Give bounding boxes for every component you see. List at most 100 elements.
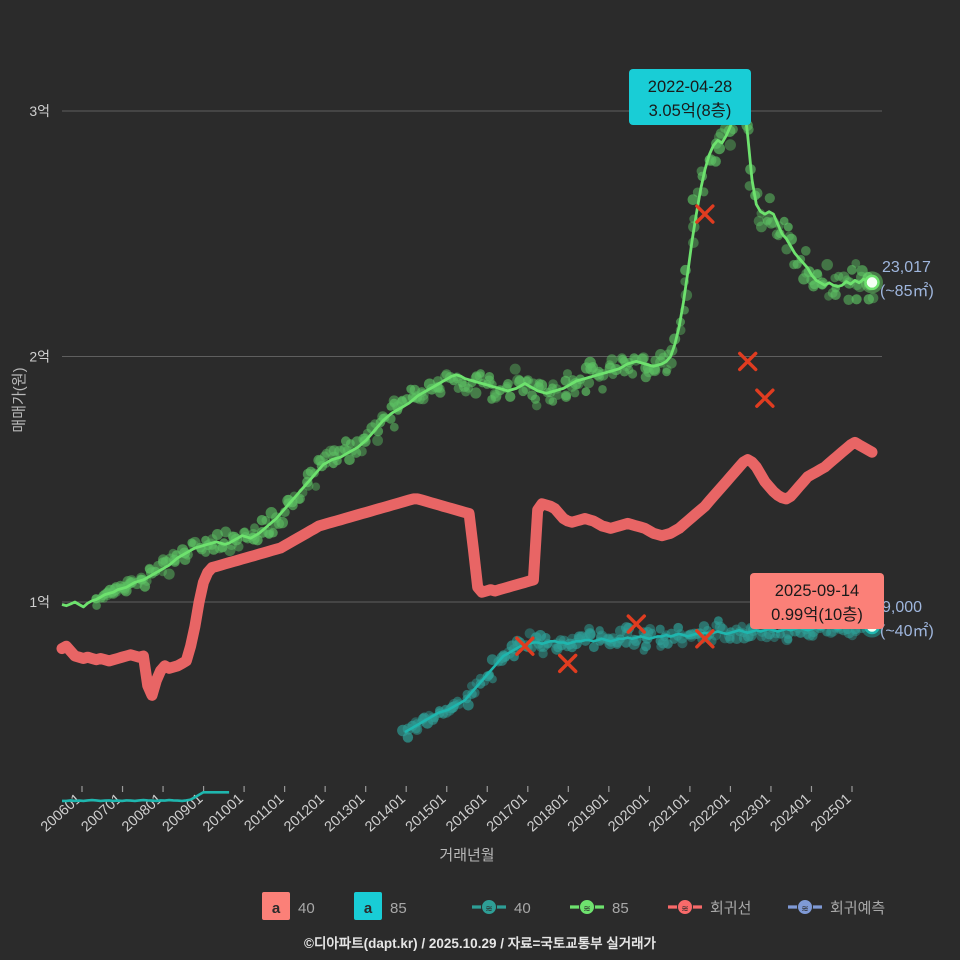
legend-swatch-40[interactable] xyxy=(262,892,290,920)
scatter-point xyxy=(476,369,485,378)
scatter-point xyxy=(783,635,793,644)
scatter-point xyxy=(662,367,671,377)
scatter-point xyxy=(628,369,638,379)
scatter-point xyxy=(710,156,721,167)
scatter-point xyxy=(854,280,866,293)
y-tick-label: 2억 xyxy=(29,349,50,365)
scatter-point xyxy=(764,193,775,204)
scatter-point xyxy=(250,523,259,533)
scatter-point xyxy=(638,352,649,364)
outlier-x-icon xyxy=(755,388,775,408)
outlier-x-icon xyxy=(738,351,758,372)
legend-label-회귀선: 회귀선 xyxy=(710,900,751,917)
scatter-point xyxy=(801,246,811,256)
scatter-point xyxy=(220,526,232,538)
scatter-point xyxy=(649,364,661,377)
scatter-point xyxy=(560,375,571,386)
footer-credit: ©디아파트(dapt.kr) / 2025.10.29 / 자료=국토교통부 실… xyxy=(304,936,656,951)
scatter-point xyxy=(808,281,819,292)
scatter-point xyxy=(435,384,445,394)
scatter-point xyxy=(470,387,482,399)
scatter-point xyxy=(139,581,151,592)
y-tick-label: 1억 xyxy=(29,594,50,610)
y-axis-title: 매매가(원) xyxy=(11,367,28,432)
scatter-point xyxy=(792,259,802,269)
series-line-40[interactable] xyxy=(62,625,872,803)
tooltip-85-value: 3.05억(8층) xyxy=(649,101,732,120)
scatter-point xyxy=(765,217,777,229)
scatter-point xyxy=(640,372,651,383)
legend-marker-glyph: ≋ xyxy=(583,904,591,914)
scatter-point xyxy=(509,363,521,375)
tooltip-85[interactable]: 2022-04-28 3.05억(8층) xyxy=(629,69,751,125)
scatter-point xyxy=(530,394,541,404)
scatter-point xyxy=(687,194,699,206)
outlier-x-icon xyxy=(695,204,715,224)
scatter-point xyxy=(834,271,844,281)
scatter-point xyxy=(756,221,767,233)
scatter-point xyxy=(589,642,599,653)
legend-marker-회귀예측[interactable] xyxy=(797,899,813,915)
end-40: 9,000 (~40㎡) xyxy=(880,599,934,640)
legend-label-85: 85 xyxy=(612,900,629,917)
scatter-point xyxy=(92,601,101,610)
end-40-unit: (~40㎡) xyxy=(880,622,934,640)
scatter-point xyxy=(847,630,858,641)
legend: a 40 a 85 ≋ 40 ≋ 85 ≋ 회귀선 ≋ 회귀예측 xyxy=(262,892,885,920)
scatter-point xyxy=(673,622,683,633)
legend-label-40: 40 xyxy=(298,900,315,917)
scatter-point xyxy=(233,541,244,552)
scatter-point xyxy=(488,675,497,684)
scatter-point xyxy=(163,568,175,580)
scatter-point xyxy=(641,641,651,652)
scatter-point xyxy=(224,544,236,556)
scatter-point xyxy=(825,627,837,638)
outlier-x-icon xyxy=(626,614,646,634)
outlier-x-icon xyxy=(695,629,715,649)
scatter-group-40 xyxy=(397,613,879,743)
scatter-point xyxy=(561,392,572,402)
scatter-point xyxy=(581,387,591,397)
scatter-point xyxy=(356,446,367,457)
tooltip-40[interactable]: 2025-09-14 0.99억(10층) xyxy=(750,573,884,629)
scatter-point xyxy=(487,395,496,404)
scatter-point xyxy=(273,518,285,529)
scatter-point xyxy=(677,638,688,649)
end-marker-85[interactable] xyxy=(864,274,880,291)
legend-marker-회귀선[interactable] xyxy=(677,899,693,915)
legend-marker-glyph: ≋ xyxy=(485,904,493,914)
scatter-point xyxy=(261,515,271,525)
scatter-point xyxy=(532,401,542,411)
scatter-point xyxy=(847,264,857,275)
scatter-point xyxy=(552,389,563,400)
scatter-point xyxy=(851,259,861,268)
regression-line[interactable] xyxy=(56,436,878,701)
scatter-point xyxy=(511,635,523,647)
tooltip-40-date: 2025-09-14 xyxy=(775,582,859,600)
scatter-point xyxy=(208,544,219,555)
scatter-point xyxy=(548,397,558,406)
scatter-point xyxy=(503,379,513,389)
scatter-point xyxy=(538,648,548,659)
scatter-point xyxy=(201,548,211,557)
scatter-point xyxy=(295,493,305,504)
legend-marker-glyph: ≋ xyxy=(801,904,809,914)
scatter-point xyxy=(655,624,665,634)
scatter-point xyxy=(252,534,263,546)
scatter-point xyxy=(655,349,667,360)
tooltip-40-value: 0.99억(10층) xyxy=(771,605,863,624)
scatter-point xyxy=(843,294,854,305)
legend-label-85: 85 xyxy=(390,900,407,917)
scatter-point xyxy=(583,377,595,389)
scatter-point xyxy=(311,482,321,491)
legend-marker-40[interactable] xyxy=(481,899,497,915)
legend-marker-85[interactable] xyxy=(579,899,595,915)
scatter-point xyxy=(389,422,399,432)
scatter-point xyxy=(822,627,832,637)
legend-swatch-85[interactable] xyxy=(354,892,382,920)
end-85-unit: (~85㎡) xyxy=(880,282,934,300)
scatter-point xyxy=(417,393,429,405)
scatter-point xyxy=(211,529,223,540)
